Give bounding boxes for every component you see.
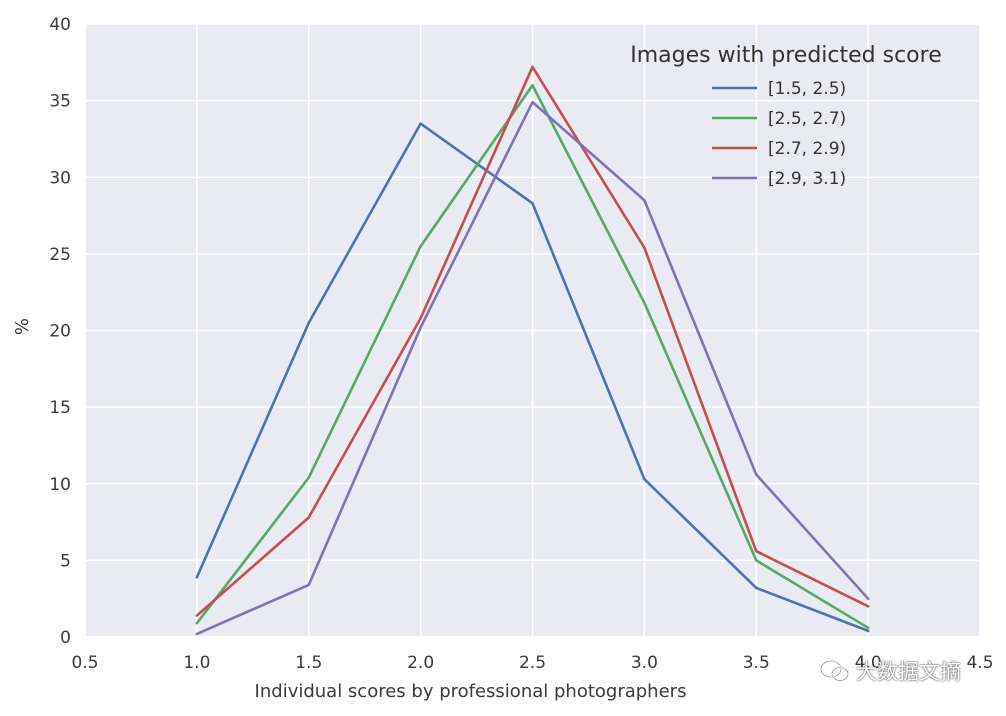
y-tick-label: 20: [49, 322, 71, 342]
y-axis-label: %: [12, 318, 33, 335]
watermark: 大数据文摘: [820, 656, 961, 686]
series-layer: [195, 65, 870, 636]
x-tick-label: 2.5: [519, 653, 546, 673]
x-tick-label: 4.0: [855, 653, 882, 673]
wechat-icon: [820, 660, 849, 682]
legend-label-3: [2.9, 3.1): [768, 169, 846, 189]
x-axis-label: Individual scores by professional photog…: [255, 681, 687, 702]
grid-lines: [84, 23, 981, 638]
y-tick-label: 30: [49, 168, 71, 188]
y-tick-label: 0: [60, 628, 71, 648]
y-tick-label: 40: [49, 15, 71, 35]
x-tick-label: 1.5: [295, 653, 322, 673]
y-tick-label: 5: [60, 551, 71, 571]
x-tick-label: 1.0: [183, 653, 210, 673]
x-tick-label: 4.5: [966, 653, 993, 673]
y-tick-label: 10: [49, 475, 71, 495]
legend-label-2: [2.7, 2.9): [768, 139, 846, 159]
watermark-text: 大数据文摘: [856, 660, 961, 684]
y-tick-label: 25: [49, 245, 71, 265]
tick-labels: 0.5 1.0 1.5 2.0 2.5 3.0 3.5 4.0 4.5 0 5 10 15 20 25 30 3…: [49, 15, 993, 673]
x-tick-label: 3.0: [631, 653, 658, 673]
legend-label-1: [2.5, 2.7): [768, 109, 846, 129]
y-tick-label: 15: [49, 398, 71, 418]
x-tick-label: 3.5: [743, 653, 770, 673]
legend-label-0: [1.5, 2.5): [768, 79, 846, 99]
legend: Images with predicted score [1.5, 2.5) [2…: [630, 43, 942, 189]
legend-title: Images with predicted score: [630, 43, 942, 68]
x-tick-label: 2.0: [407, 653, 434, 673]
x-tick-label: 0.5: [71, 653, 98, 673]
y-tick-label: 35: [49, 92, 71, 112]
